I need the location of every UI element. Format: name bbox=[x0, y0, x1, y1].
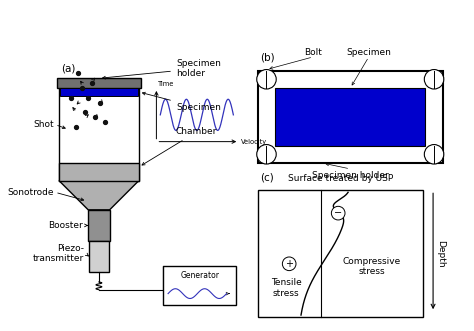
Circle shape bbox=[283, 257, 296, 271]
Circle shape bbox=[257, 145, 276, 164]
Text: Specimen holder: Specimen holder bbox=[312, 171, 389, 180]
Text: Booster: Booster bbox=[48, 221, 83, 230]
Text: (a): (a) bbox=[61, 64, 75, 73]
Text: Specimen: Specimen bbox=[346, 48, 391, 57]
Bar bbox=[258, 190, 423, 317]
Text: −: − bbox=[334, 208, 342, 218]
Circle shape bbox=[424, 145, 444, 164]
Bar bbox=[59, 88, 139, 181]
Bar bbox=[89, 241, 109, 272]
Text: Depth: Depth bbox=[436, 240, 445, 267]
Text: Time: Time bbox=[158, 81, 175, 87]
Text: Piezo-
transmitter: Piezo- transmitter bbox=[33, 244, 84, 263]
Text: Specimen
holder: Specimen holder bbox=[102, 59, 221, 79]
Bar bbox=[88, 210, 109, 241]
Circle shape bbox=[331, 206, 345, 220]
Bar bbox=[275, 88, 425, 146]
Text: Chamber: Chamber bbox=[142, 127, 217, 165]
Text: (b): (b) bbox=[260, 53, 274, 63]
Bar bbox=[57, 78, 141, 88]
Text: Shot: Shot bbox=[34, 120, 54, 129]
Text: Compressive
stress: Compressive stress bbox=[343, 257, 401, 276]
Text: +: + bbox=[285, 259, 293, 269]
Circle shape bbox=[424, 70, 444, 89]
Text: Velocity: Velocity bbox=[241, 139, 267, 145]
Text: Tensile
stress: Tensile stress bbox=[271, 278, 301, 298]
Text: Surface treated by USP: Surface treated by USP bbox=[288, 173, 393, 183]
Bar bbox=[59, 163, 139, 181]
Bar bbox=[258, 71, 443, 163]
Text: Sonotrode: Sonotrode bbox=[8, 188, 54, 197]
Text: (c): (c) bbox=[260, 172, 273, 183]
Bar bbox=[60, 88, 138, 96]
Bar bbox=[163, 266, 236, 305]
Text: Specimen: Specimen bbox=[143, 92, 221, 112]
Text: Generator: Generator bbox=[180, 271, 219, 280]
Text: Bolt: Bolt bbox=[304, 48, 322, 57]
Circle shape bbox=[257, 70, 276, 89]
Polygon shape bbox=[59, 181, 139, 210]
